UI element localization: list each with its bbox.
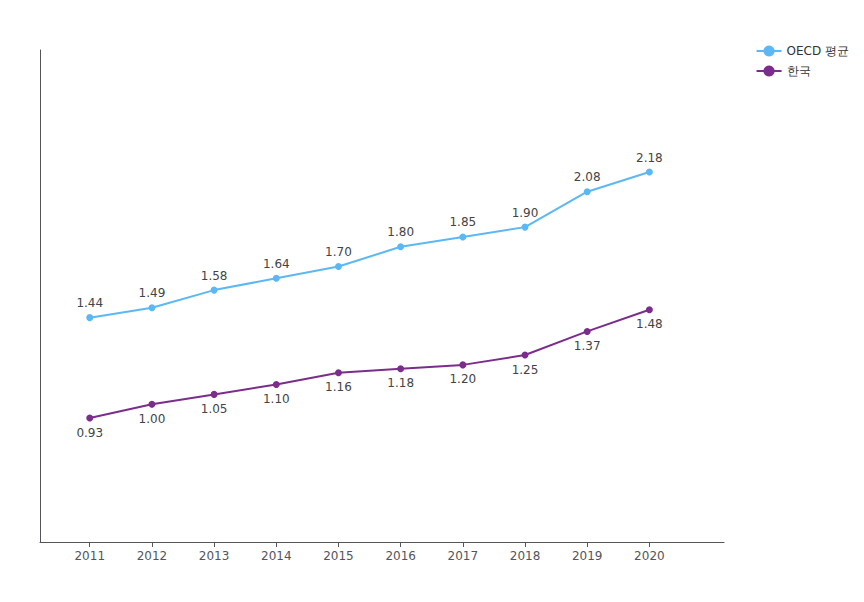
svg-text:2019: 2019: [572, 549, 603, 563]
svg-text:2017: 2017: [448, 549, 479, 563]
svg-text:1.49: 1.49: [139, 286, 166, 300]
svg-text:2012: 2012: [137, 549, 168, 563]
svg-text:1.00: 1.00: [139, 412, 166, 426]
svg-text:2014: 2014: [261, 549, 292, 563]
svg-text:2015: 2015: [323, 549, 354, 563]
svg-text:한국: 한국: [787, 64, 811, 78]
svg-text:2018: 2018: [510, 549, 541, 563]
svg-text:1.64: 1.64: [263, 257, 290, 271]
svg-text:1.70: 1.70: [325, 245, 352, 259]
svg-text:1.05: 1.05: [201, 402, 228, 416]
svg-text:1.16: 1.16: [325, 380, 352, 394]
svg-text:1.37: 1.37: [574, 339, 601, 353]
svg-text:1.25: 1.25: [512, 363, 539, 377]
svg-text:1.80: 1.80: [387, 225, 414, 239]
svg-text:1.48: 1.48: [636, 317, 663, 331]
svg-text:2016: 2016: [385, 549, 416, 563]
svg-text:0.93: 0.93: [76, 426, 103, 440]
svg-text:2013: 2013: [199, 549, 230, 563]
svg-text:2011: 2011: [74, 549, 105, 563]
svg-text:1.85: 1.85: [449, 215, 476, 229]
svg-text:1.90: 1.90: [512, 206, 539, 220]
svg-text:2.18: 2.18: [636, 151, 663, 165]
svg-text:1.44: 1.44: [76, 296, 103, 310]
svg-text:OECD 평균: OECD 평균: [787, 44, 849, 58]
svg-text:2020: 2020: [634, 549, 665, 563]
svg-text:1.20: 1.20: [449, 372, 476, 386]
svg-text:2.08: 2.08: [574, 170, 601, 184]
svg-text:1.18: 1.18: [387, 376, 414, 390]
svg-text:1.58: 1.58: [201, 269, 228, 283]
svg-text:1.10: 1.10: [263, 392, 290, 406]
